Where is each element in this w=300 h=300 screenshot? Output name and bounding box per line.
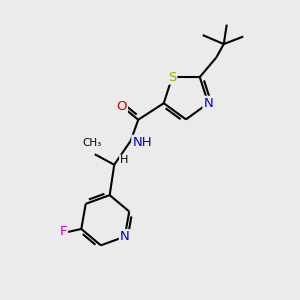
Text: NH: NH bbox=[132, 136, 152, 149]
Text: O: O bbox=[116, 100, 127, 113]
Text: H: H bbox=[120, 155, 128, 165]
Text: S: S bbox=[168, 70, 176, 84]
Text: N: N bbox=[120, 230, 130, 243]
Text: F: F bbox=[59, 226, 67, 238]
Text: N: N bbox=[203, 97, 213, 110]
Text: CH₃: CH₃ bbox=[83, 138, 102, 148]
